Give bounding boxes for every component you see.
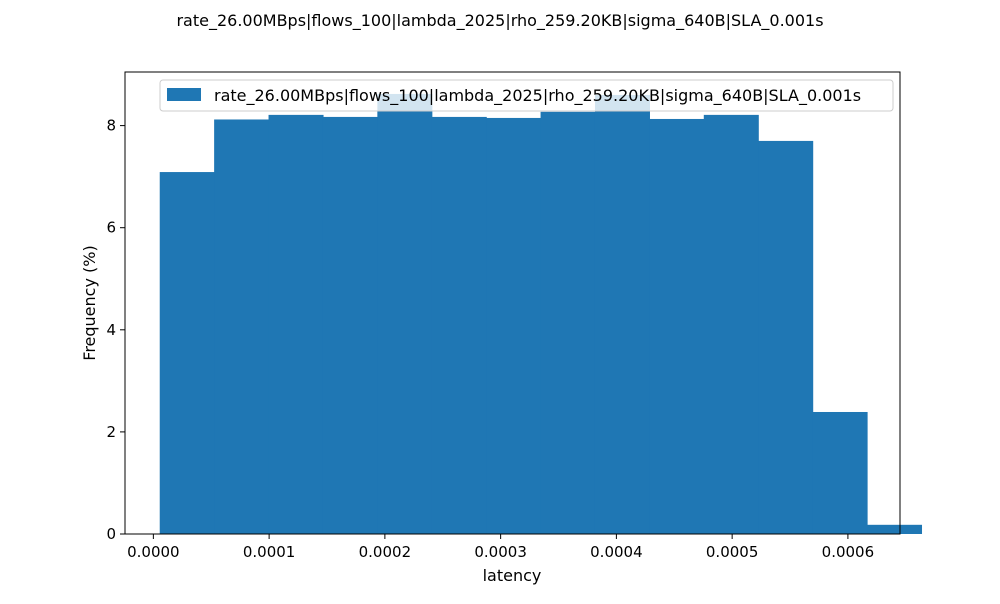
x-tick-label: 0.0001	[243, 543, 296, 561]
x-tick-label: 0.0006	[822, 543, 875, 561]
bars-group	[159, 93, 923, 535]
x-tick-label: 0.0002	[359, 543, 412, 561]
y-tick-label: 0	[106, 525, 116, 543]
histogram-bar	[214, 119, 270, 534]
histogram-bar	[649, 118, 705, 534]
histogram-bar	[159, 172, 215, 534]
legend: rate_26.00MBps|flows_100|lambda_2025|rho…	[159, 79, 894, 112]
x-tick-label: 0.0005	[706, 543, 759, 561]
chart-title: rate_26.00MBps|flows_100|lambda_2025|rho…	[176, 11, 823, 31]
histogram-bar	[703, 114, 759, 534]
legend-label: rate_26.00MBps|flows_100|lambda_2025|rho…	[214, 86, 861, 106]
y-tick-label: 8	[106, 117, 116, 135]
legend-swatch	[167, 88, 201, 101]
histogram-bar	[540, 111, 596, 534]
x-ticks-group: 0.0000 0.0001 0.0002 0.0003 0.0004 0.0005 0.00…	[127, 534, 874, 561]
histogram-bar	[431, 116, 487, 534]
histogram-bar	[867, 524, 923, 534]
y-ticks-group: 0 2 4 6 8	[106, 117, 125, 543]
histogram-bar	[758, 140, 814, 535]
plot-frame	[124, 71, 901, 535]
y-tick-label: 4	[106, 321, 116, 339]
y-tick-label: 2	[106, 423, 116, 441]
x-axis-label: latency	[483, 566, 542, 585]
legend-box	[159, 79, 894, 112]
histogram-bar	[377, 93, 433, 534]
x-tick-label: 0.0003	[474, 543, 527, 561]
histogram-bar	[594, 94, 650, 534]
histogram-bar	[322, 116, 378, 534]
histogram-bar	[486, 117, 542, 534]
x-tick-label: 0.0000	[127, 543, 180, 561]
histogram-bar	[812, 411, 868, 534]
y-tick-label: 6	[106, 219, 116, 237]
x-tick-label: 0.0004	[590, 543, 643, 561]
histogram-bar	[268, 114, 324, 534]
y-axis-label: Frequency (%)	[80, 245, 99, 360]
